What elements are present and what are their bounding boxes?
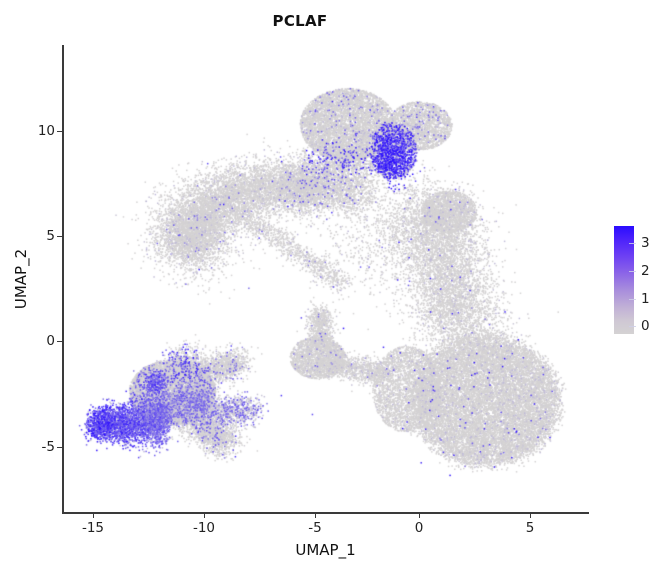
colorbar-tick-label: 2	[641, 263, 650, 279]
x-tick-mark	[315, 513, 317, 518]
x-tick-label: 0	[414, 520, 424, 536]
y-tick-label: 0	[46, 333, 55, 349]
colorbar-tick	[629, 326, 636, 328]
y-tick-label: -5	[41, 439, 55, 455]
y-axis-title: UMAP_2	[12, 248, 30, 310]
expression-colorbar-legend: 3 2 1 0	[614, 226, 672, 341]
x-tick-label: 5	[525, 520, 535, 536]
x-tick-mark	[419, 513, 421, 518]
x-tick-mark	[204, 513, 206, 518]
y-tick-mark	[57, 131, 62, 133]
x-axis-line	[62, 512, 589, 514]
colorbar-tick-label: 3	[641, 235, 650, 251]
x-tick-mark	[93, 513, 95, 518]
colorbar-tick-label: 1	[641, 291, 650, 307]
y-axis-line	[62, 45, 64, 513]
colorbar-gradient	[614, 226, 634, 334]
y-tick-label: 10	[37, 123, 55, 139]
x-axis-title: UMAP_1	[295, 541, 356, 559]
colorbar-tick	[629, 243, 636, 245]
y-tick-label: 5	[46, 228, 55, 244]
y-tick-mark	[57, 236, 62, 238]
colorbar-tick-label: 0	[641, 318, 650, 334]
x-tick-mark	[530, 513, 532, 518]
x-tick-label: -10	[192, 520, 216, 536]
y-tick-mark	[57, 341, 62, 343]
colorbar-tick	[629, 299, 636, 301]
x-tick-label: -15	[81, 520, 105, 536]
x-tick-label: -5	[308, 520, 322, 536]
colorbar-tick	[629, 271, 636, 273]
y-tick-mark	[57, 447, 62, 449]
